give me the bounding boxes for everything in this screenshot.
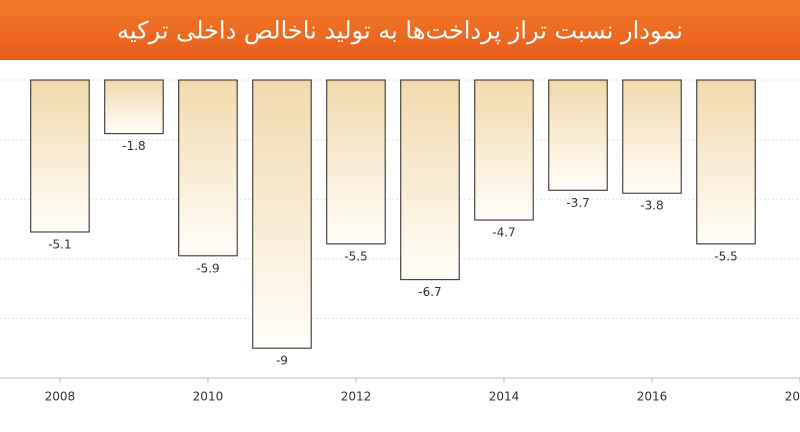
- value-label: -3.7: [566, 196, 589, 210]
- x-tick-label: 2008: [45, 390, 76, 404]
- bar: [548, 79, 608, 191]
- value-label: -6.7: [418, 285, 441, 299]
- bar: [474, 79, 534, 221]
- value-label: -1.8: [122, 139, 145, 153]
- bar: [696, 79, 756, 245]
- value-label: -4.7: [492, 226, 515, 240]
- bar: [104, 79, 164, 135]
- value-label: -5.5: [344, 249, 367, 263]
- bar: [326, 79, 386, 245]
- bar: [178, 79, 238, 257]
- x-tick-label: 2016: [637, 390, 668, 404]
- chart-title: نمودار نسبت تراز پرداخت‌ها به تولید ناخا…: [117, 17, 683, 45]
- x-tick-label: 2014: [489, 390, 520, 404]
- x-tick-label: 2010: [193, 390, 224, 404]
- bar: [252, 79, 312, 349]
- bar: [400, 79, 460, 281]
- value-label: -9: [276, 354, 288, 368]
- header-band: [0, 0, 800, 60]
- value-label: -5.9: [196, 261, 219, 275]
- value-label: -5.5: [714, 249, 737, 263]
- x-tick-label: 2018: [785, 390, 800, 404]
- value-label: -3.8: [640, 199, 663, 213]
- x-tick-label: 2012: [341, 390, 372, 404]
- bar: [622, 79, 682, 194]
- bar: [30, 79, 90, 233]
- value-label: -5.1: [48, 237, 71, 251]
